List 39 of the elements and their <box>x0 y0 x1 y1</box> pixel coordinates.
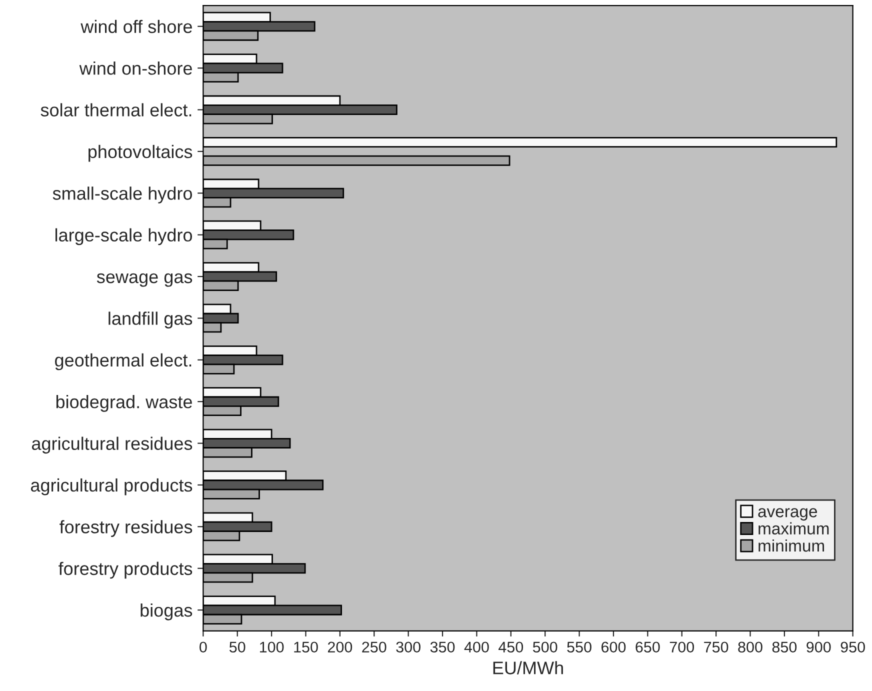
legend-label: minimum <box>758 539 824 552</box>
y-tick-label: sewage gas <box>96 273 192 287</box>
y-tick-label: photovoltaics <box>88 144 192 162</box>
y-tick-label: forestry residues <box>60 520 192 537</box>
y-tick-label: wind on-shore <box>79 62 192 75</box>
x-tick-label: 850 <box>772 642 797 653</box>
legend-label: maximum <box>758 522 829 535</box>
x-tick-label: 500 <box>532 642 558 653</box>
y-tick-label: agricultural residues <box>32 436 192 454</box>
y-tick-label: solar thermal elect. <box>40 103 192 116</box>
x-tick-label: 0 <box>200 642 207 653</box>
x-tick-label: 700 <box>670 642 694 653</box>
y-tick-label: geothermal elect. <box>55 353 192 370</box>
legend-label: average <box>758 508 818 521</box>
x-tick-label: 350 <box>430 642 455 653</box>
x-tick-label: 200 <box>328 642 352 653</box>
y-tick-label: wind off shore <box>80 20 192 34</box>
x-tick-label: 300 <box>396 642 420 653</box>
x-tick-label: 50 <box>229 642 246 653</box>
y-tick-label: small-scale hydro <box>52 186 192 204</box>
y-tick-label: biogas <box>140 603 192 620</box>
x-tick-label: 400 <box>464 642 489 653</box>
x-tick-label: 100 <box>260 642 284 653</box>
x-tick-label: 900 <box>806 642 831 653</box>
x-tick-label: 150 <box>294 642 318 653</box>
y-tick-label: landfill gas <box>108 312 192 328</box>
y-tick-label: agricultural products <box>30 478 192 496</box>
x-axis-title: EU/MWh <box>493 661 563 674</box>
x-tick-label: 450 <box>498 642 524 653</box>
x-tick-label: 800 <box>738 642 762 653</box>
x-tick-label: 550 <box>567 642 592 653</box>
y-tick-label: forestry products <box>58 562 192 579</box>
x-tick-label: 950 <box>840 642 865 653</box>
x-tick-label: 250 <box>362 642 386 653</box>
x-tick-label: 750 <box>704 642 728 653</box>
x-tick-label: 600 <box>602 642 626 653</box>
x-tick-label: 650 <box>636 642 660 653</box>
y-tick-label: large-scale hydro <box>55 228 192 246</box>
y-tick-label: biodegrad. waste <box>56 395 192 412</box>
